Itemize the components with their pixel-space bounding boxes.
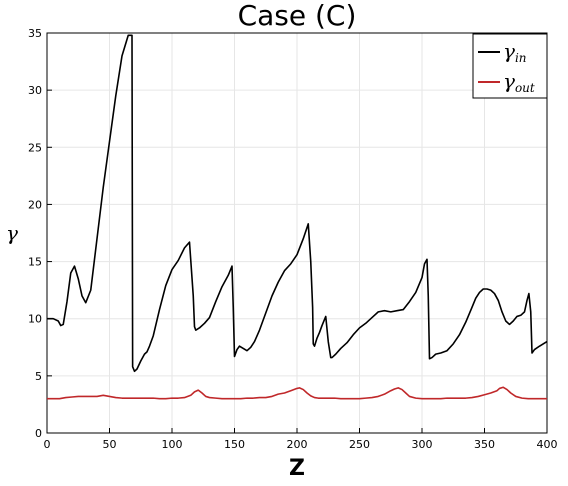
legend-box bbox=[472, 33, 548, 99]
y-axis-ticks: 0 5 10 15 20 25 30 35 bbox=[28, 27, 52, 440]
y-tick-label: 20 bbox=[28, 198, 42, 211]
legend-label: γout bbox=[503, 69, 535, 95]
series-lines bbox=[47, 34, 548, 400]
x-tick-label: 400 bbox=[537, 438, 558, 451]
y-axis-label: γ bbox=[6, 221, 18, 245]
y-tick-label: 15 bbox=[28, 256, 42, 269]
y-tick-label: 25 bbox=[28, 141, 42, 154]
y-tick-label: 0 bbox=[35, 427, 42, 440]
x-tick-label: 150 bbox=[224, 438, 245, 451]
x-tick-label: 250 bbox=[349, 438, 370, 451]
y-tick-label: 10 bbox=[28, 313, 42, 326]
legend-label: γin bbox=[503, 39, 527, 65]
legend: γin γout bbox=[472, 33, 548, 99]
series-line-gamma-in bbox=[47, 34, 548, 373]
x-axis-ticks: 0 50 100 150 200 250 300 350 400 bbox=[44, 428, 558, 451]
y-tick-label: 35 bbox=[28, 27, 42, 40]
x-tick-label: 50 bbox=[103, 438, 117, 451]
x-tick-label: 200 bbox=[287, 438, 308, 451]
x-tick-label: 0 bbox=[44, 438, 51, 451]
x-tick-label: 300 bbox=[412, 438, 433, 451]
series-line-gamma-out bbox=[47, 386, 547, 400]
chart-title: Case (C) bbox=[238, 0, 357, 32]
y-tick-label: 30 bbox=[28, 84, 42, 97]
x-tick-label: 100 bbox=[162, 438, 183, 451]
y-tick-label: 5 bbox=[35, 370, 42, 383]
x-axis-label: Z bbox=[289, 456, 305, 481]
x-tick-label: 350 bbox=[474, 438, 495, 451]
